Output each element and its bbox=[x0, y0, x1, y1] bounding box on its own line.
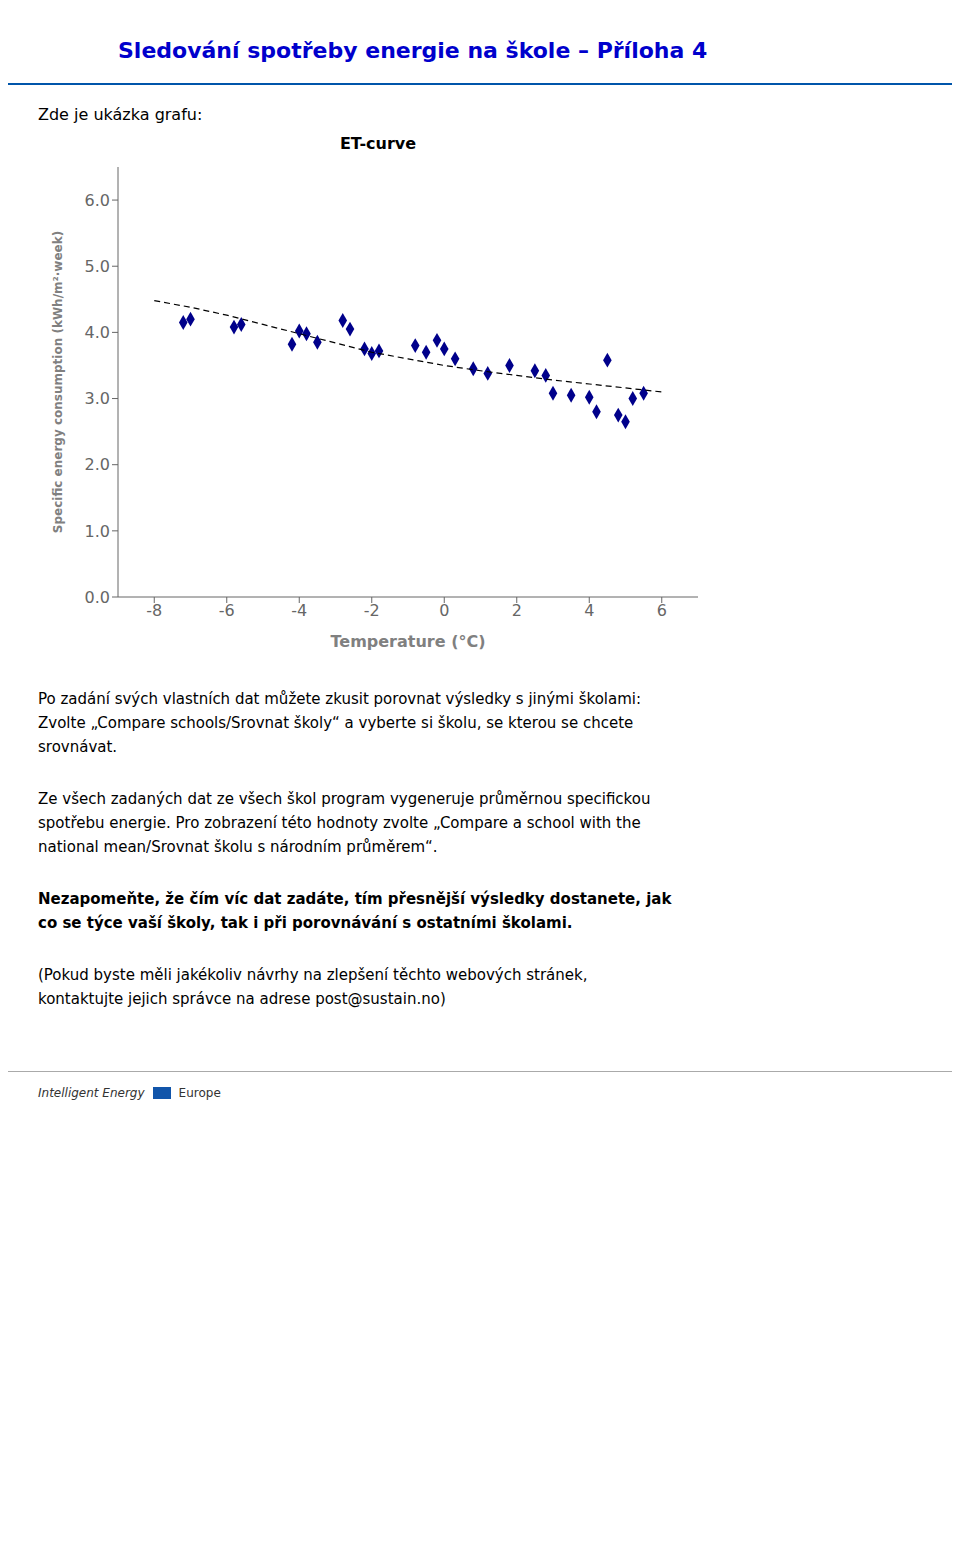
svg-text:Temperature (°C): Temperature (°C) bbox=[330, 632, 485, 651]
svg-text:3.0: 3.0 bbox=[85, 389, 110, 408]
svg-text:2.0: 2.0 bbox=[85, 455, 110, 474]
svg-text:-2: -2 bbox=[364, 601, 380, 620]
html-text:ET-curve: ET-curve bbox=[339, 134, 417, 153]
svg-text:6: 6 bbox=[657, 601, 667, 620]
html-text:(Pokud byste měli jakékoliv ná: (Pokud byste měli jakékoliv návrhy na zl… bbox=[38, 966, 588, 1008]
html-text:Ze všech zadaných dat ze všech: Ze všech zadaných dat ze všech škol prog… bbox=[38, 790, 651, 856]
svg-text:Specific energy consumption (k: Specific energy consumption (kWh/m²·week… bbox=[51, 231, 65, 533]
svg-text:-4: -4 bbox=[291, 601, 307, 620]
html-text:Nezapomeňte, že čím víc dat za: Nezapomeňte, že čím víc dat zadáte, tím … bbox=[38, 890, 672, 932]
svg-text:1.0: 1.0 bbox=[85, 522, 110, 541]
svg-text:5.0: 5.0 bbox=[85, 257, 110, 276]
svg-text:0: 0 bbox=[439, 601, 449, 620]
html-text:Po zadání svých vlastních dat: Po zadání svých vlastních dat můžete zku… bbox=[38, 690, 641, 756]
html-text:Europe: Europe bbox=[178, 1086, 221, 1100]
html-text:Zde je ukázka grafu:: Zde je ukázka grafu: bbox=[38, 105, 203, 124]
html-text:Intelligent Energy: Intelligent Energy bbox=[38, 1086, 145, 1100]
svg-text:0.0: 0.0 bbox=[85, 588, 110, 607]
svg-text:-6: -6 bbox=[219, 601, 235, 620]
svg-text:4.0: 4.0 bbox=[85, 323, 110, 342]
svg-text:2: 2 bbox=[512, 601, 522, 620]
svg-text:6.0: 6.0 bbox=[85, 191, 110, 210]
html-text:Sledování spotřeby energie na: Sledování spotřeby energie na škole – Př… bbox=[118, 38, 708, 63]
svg-text:4: 4 bbox=[584, 601, 594, 620]
svg-text:-8: -8 bbox=[146, 601, 162, 620]
